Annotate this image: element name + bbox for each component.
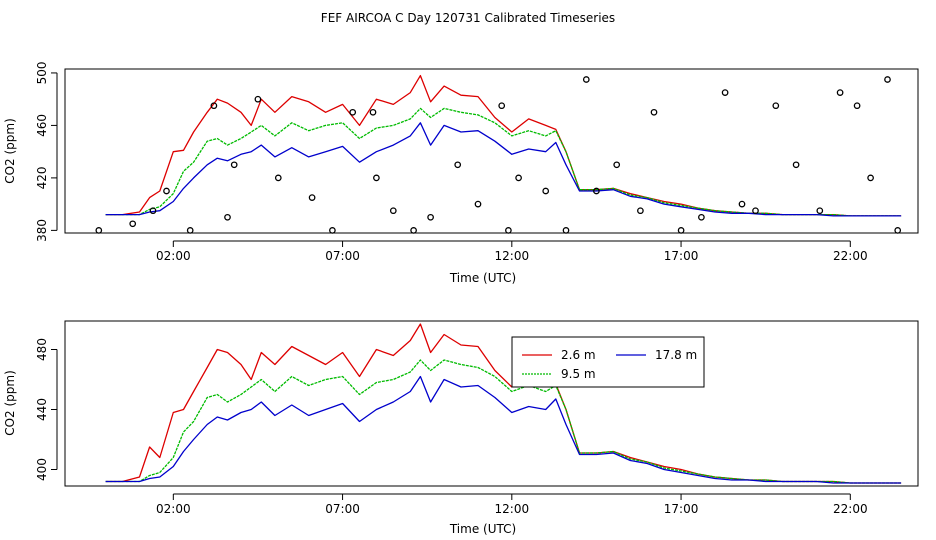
x-tick-label: 07:00 bbox=[325, 502, 360, 516]
marker-point bbox=[186, 227, 194, 234]
marker-point bbox=[474, 200, 482, 208]
top-x-axis: 02:00 07:00 12:00 17:00 22:00 bbox=[156, 240, 868, 263]
marker-point bbox=[593, 187, 600, 195]
x-tick-label: 12:00 bbox=[495, 502, 530, 516]
marker-point bbox=[738, 200, 746, 208]
marker-point bbox=[836, 89, 844, 96]
marker-point bbox=[308, 194, 316, 201]
figure-title: FEF AIRCOA C Day 120731 Calibrated Times… bbox=[321, 11, 615, 25]
marker-point bbox=[562, 227, 570, 234]
marker-point bbox=[884, 76, 891, 83]
legend-label-17-8m: 17.8 m bbox=[655, 348, 697, 362]
top-series-group bbox=[105, 74, 902, 217]
marker-point bbox=[454, 161, 462, 169]
bottom-x-axis: 02:00 07:00 12:00 17:00 22:00 bbox=[156, 493, 868, 516]
legend: 2.6 m 17.8 m 9.5 m bbox=[511, 336, 705, 388]
marker-point bbox=[515, 174, 522, 182]
y-tick-label: 440 bbox=[35, 398, 49, 421]
top-markers-group bbox=[95, 76, 902, 234]
x-tick-label: 17:00 bbox=[664, 502, 699, 516]
marker-point bbox=[498, 102, 506, 110]
marker-point bbox=[894, 227, 902, 234]
top-y-axis: 380 420 460 500 bbox=[35, 61, 58, 242]
marker-point bbox=[867, 174, 874, 182]
legend-box bbox=[511, 336, 705, 388]
top-plot-frame bbox=[64, 68, 919, 234]
marker-point bbox=[410, 227, 417, 234]
bottom-y-axis: 400 440 480 bbox=[35, 338, 58, 481]
marker-point bbox=[389, 207, 397, 215]
marker-point bbox=[369, 108, 377, 116]
marker-point bbox=[149, 207, 157, 215]
marker-point bbox=[582, 76, 590, 83]
y-tick-label: 380 bbox=[35, 219, 49, 242]
marker-point bbox=[329, 227, 336, 234]
bottom-y-axis-label: CO2 (ppm) bbox=[3, 370, 17, 436]
bottom-x-axis-label: Time (UTC) bbox=[449, 522, 516, 536]
x-tick-label: 17:00 bbox=[664, 249, 699, 263]
marker-point bbox=[542, 187, 550, 195]
marker-point bbox=[349, 108, 357, 116]
marker-point bbox=[210, 102, 218, 110]
top-series-line-2-6-m bbox=[105, 74, 902, 217]
y-tick-label: 480 bbox=[35, 338, 49, 361]
marker-point bbox=[637, 207, 644, 215]
y-tick-label: 460 bbox=[35, 114, 49, 137]
marker-point bbox=[772, 102, 780, 110]
marker-point bbox=[224, 213, 231, 221]
x-tick-label: 07:00 bbox=[325, 249, 360, 263]
x-tick-label: 22:00 bbox=[833, 249, 868, 263]
marker-point bbox=[95, 227, 103, 234]
marker-point bbox=[650, 108, 658, 116]
y-tick-label: 420 bbox=[35, 166, 49, 189]
marker-point bbox=[721, 89, 729, 96]
marker-point bbox=[254, 95, 262, 103]
top-y-axis-label: CO2 (ppm) bbox=[3, 118, 17, 184]
marker-point bbox=[816, 207, 824, 215]
marker-point bbox=[792, 161, 800, 169]
bottom-series-group bbox=[105, 323, 902, 484]
marker-point bbox=[427, 213, 434, 221]
y-tick-label: 500 bbox=[35, 61, 49, 84]
top-x-axis-label: Time (UTC) bbox=[449, 271, 516, 285]
bottom-panel: 02:00 07:00 12:00 17:00 22:00 400 440 480 Time… bbox=[3, 320, 919, 536]
y-tick-label: 400 bbox=[35, 458, 49, 481]
x-tick-label: 02:00 bbox=[156, 249, 191, 263]
marker-point bbox=[163, 187, 170, 195]
marker-point bbox=[230, 161, 238, 169]
marker-point bbox=[752, 207, 759, 215]
legend-label-2-6m: 2.6 m bbox=[561, 348, 596, 362]
top-panel: 02:00 07:00 12:00 17:00 22:00 380 420 460 500 T… bbox=[3, 61, 919, 285]
top-series-line-17-8-m bbox=[105, 122, 902, 217]
bottom-series-line-17-8-m bbox=[105, 375, 902, 484]
marker-point bbox=[677, 227, 685, 234]
x-tick-label: 02:00 bbox=[156, 502, 191, 516]
marker-point bbox=[274, 174, 282, 182]
bottom-plot-frame bbox=[64, 320, 919, 487]
bottom-series-line-2-6-m bbox=[105, 323, 902, 484]
marker-point bbox=[129, 220, 137, 228]
marker-point bbox=[698, 213, 705, 221]
marker-point bbox=[505, 227, 512, 234]
x-tick-label: 22:00 bbox=[833, 502, 868, 516]
marker-point bbox=[373, 174, 380, 182]
marker-point bbox=[853, 102, 861, 110]
x-tick-label: 12:00 bbox=[495, 249, 530, 263]
marker-point bbox=[613, 161, 621, 169]
legend-label-9-5m: 9.5 m bbox=[561, 367, 596, 381]
